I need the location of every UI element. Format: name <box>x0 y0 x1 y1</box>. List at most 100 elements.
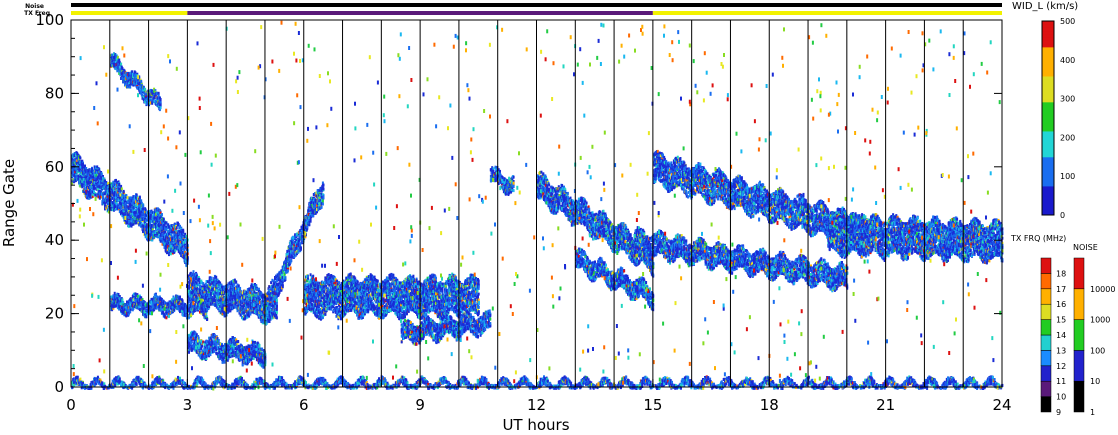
scatter-cell <box>138 223 141 227</box>
scatter-cell <box>160 213 163 216</box>
scatter-cell <box>119 195 122 199</box>
scatter-cell <box>171 230 174 234</box>
scatter-cell <box>173 308 176 312</box>
scatter-cell <box>187 306 190 310</box>
scatter-cell <box>153 303 156 307</box>
scatter-cell <box>72 163 75 167</box>
scatter-cell <box>210 276 213 280</box>
scatter-cell <box>98 172 101 176</box>
scatter-cell <box>175 302 178 306</box>
scatter-cell <box>120 205 123 209</box>
scatter-cell <box>181 299 184 303</box>
scatter-cell <box>85 167 88 170</box>
scatter-cell <box>91 169 93 173</box>
scatter-cell <box>140 296 143 300</box>
scatter-cell <box>179 297 181 301</box>
scatter-cell <box>154 231 157 235</box>
scatter-cell <box>180 248 183 252</box>
scatter-cell <box>245 291 248 295</box>
scatter-cell <box>115 178 117 182</box>
scatter-cell <box>140 201 143 205</box>
scatter-cell <box>144 210 147 214</box>
scatter-cell <box>180 237 183 241</box>
scatter-cell <box>109 188 112 192</box>
scatter-cell <box>174 248 177 252</box>
scatter-cell <box>76 162 79 165</box>
scatter-cell <box>98 176 101 179</box>
scatter-cell <box>122 210 125 214</box>
scatter-cell <box>152 230 155 234</box>
scatter-cell <box>113 52 115 56</box>
scatter-cell <box>176 307 179 311</box>
scatter-cell <box>179 250 182 254</box>
scatter-cell <box>149 232 152 235</box>
scatter-cell <box>74 179 77 182</box>
scatter-cell <box>125 207 128 211</box>
scatter-cell <box>124 200 126 204</box>
scatter-cell <box>146 102 148 106</box>
scatter-cell <box>102 196 104 200</box>
scatter-cell <box>188 350 190 354</box>
scatter-cell <box>133 292 136 296</box>
scatter-cell <box>94 173 97 177</box>
scatter-cell <box>104 201 106 205</box>
scatter-cell <box>177 240 180 244</box>
noise-strip <box>71 3 1002 7</box>
scatter-cell <box>115 202 118 206</box>
scatter-cell <box>120 201 123 205</box>
scatter-cell <box>161 217 164 221</box>
scatter-cell <box>174 242 177 246</box>
scatter-cell <box>167 236 170 240</box>
scatter-cell <box>132 222 135 226</box>
scatter-cell <box>121 311 124 315</box>
scatter-cell <box>159 98 162 101</box>
scatter-cell <box>126 196 129 199</box>
scatter-cell <box>168 232 170 236</box>
scatter-cell <box>72 171 75 174</box>
scatter-cell <box>116 58 119 62</box>
scatter-cell <box>185 313 188 317</box>
scatter-cell <box>153 299 156 303</box>
scatter-cell <box>168 314 170 318</box>
scatter-cell <box>79 173 82 177</box>
scatter-cell <box>185 237 188 241</box>
scatter-cell <box>85 175 88 179</box>
scatter-cell <box>127 213 130 217</box>
scatter-cell <box>162 310 165 314</box>
scatter-cell <box>126 303 129 307</box>
scatter-cell <box>135 200 137 204</box>
scatter-cell <box>87 192 90 196</box>
scatter-cell <box>160 297 163 301</box>
scatter-cell <box>133 207 136 211</box>
scatter-cell <box>180 309 183 313</box>
scatter-cell <box>162 235 165 239</box>
scatter-cell <box>151 230 154 234</box>
scatter-cell <box>105 182 108 186</box>
scatter-cell <box>159 211 162 215</box>
scatter-cell <box>155 300 157 304</box>
scatter-cell <box>91 194 94 198</box>
scatter-cell <box>185 263 188 267</box>
scatter-cell <box>275 316 278 320</box>
scatter-cell <box>125 314 128 318</box>
scatter-cell <box>136 298 139 302</box>
scatter-cell <box>168 241 170 245</box>
scatter-cell <box>120 62 123 66</box>
scatter-cell <box>158 303 161 307</box>
scatter-cell <box>199 310 201 314</box>
scatter-cell <box>124 218 127 222</box>
scatter-cell <box>185 234 188 238</box>
scatter-cell <box>184 239 187 243</box>
scatter-cell <box>183 248 186 252</box>
scatter-cell <box>91 185 94 189</box>
scatter-cell <box>124 196 127 200</box>
scatter-cell <box>210 291 212 295</box>
scatter-cell <box>77 163 80 167</box>
scatter-cell <box>131 218 134 221</box>
scatter-cell <box>127 206 130 210</box>
scatter-cell <box>113 55 116 59</box>
scatter-cell <box>74 164 77 168</box>
scatter-cell <box>114 66 117 70</box>
scatter-cell <box>138 204 141 208</box>
scatter-cell <box>170 300 173 304</box>
